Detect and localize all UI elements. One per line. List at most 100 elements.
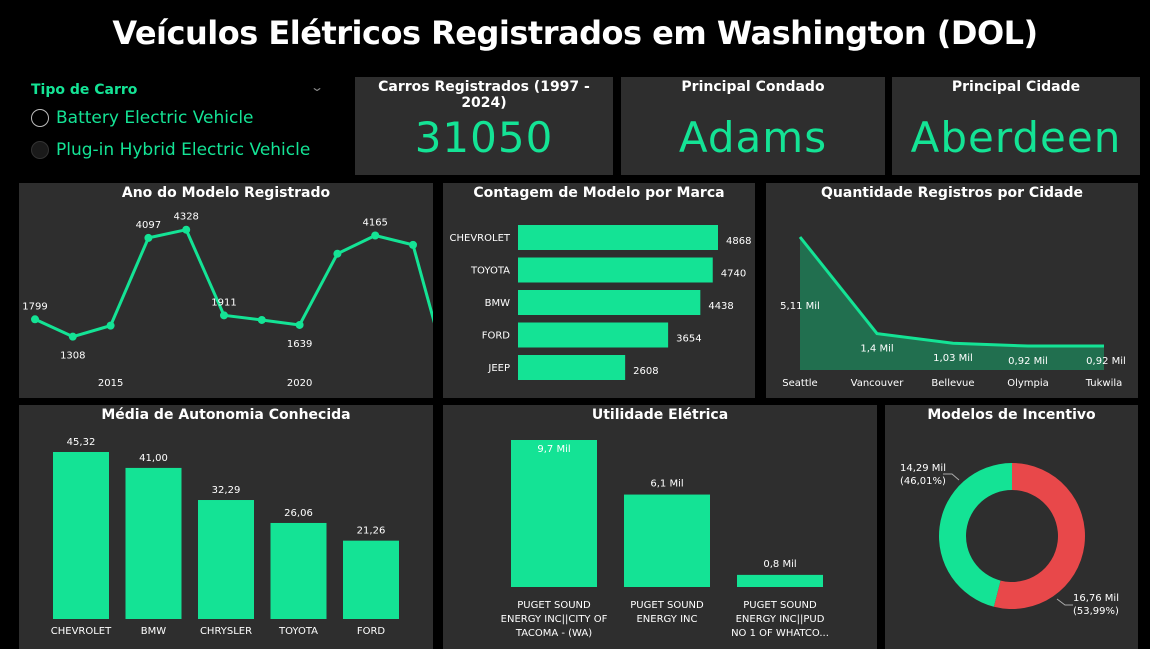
bar	[198, 500, 254, 619]
data-label: 1911	[211, 297, 236, 308]
bar-chart-autonomy: 45,32 CHEVROLET 41,00 BMW 32,29 CHRYSLER 26,06…	[51, 437, 399, 637]
data-label: 16,76 Mil	[1073, 593, 1119, 604]
kpi-value: 31050	[414, 113, 554, 162]
leader-line	[1056, 598, 1073, 606]
data-label: 14,29 Mil	[900, 463, 946, 474]
category-label: PUGET SOUND	[743, 600, 817, 611]
data-label: 0,92 Mil	[1086, 356, 1126, 367]
area-fill	[800, 237, 1104, 370]
data-label: (53,99%)	[1073, 606, 1119, 617]
area-chart-city: 5,11 Mil Seattle 1,4 Mil Vancouver 1,03 Mil B…	[780, 236, 1126, 389]
data-point	[295, 320, 304, 329]
x-tick-label: Vancouver	[851, 378, 905, 389]
bar	[125, 467, 182, 619]
donut-chart-incentive: 14,29 Mil (46,01%) 16,76 Mil (53,99%)	[900, 463, 1119, 617]
data-label: 1308	[60, 351, 85, 362]
chevron-down-icon[interactable]: ⌄	[309, 80, 325, 94]
bar	[737, 574, 823, 587]
data-point	[182, 225, 191, 234]
bar	[343, 540, 399, 619]
data-label: 21,26	[357, 526, 386, 537]
bar	[518, 257, 713, 283]
kpi-value: Adams	[678, 113, 828, 162]
bar	[518, 225, 718, 250]
kpi-card-city[interactable]: Principal Cidade Aberdeen	[892, 77, 1140, 175]
data-point	[106, 321, 115, 330]
panel-brand[interactable]: Contagem de Modelo por Marca CHEVROLET 48…	[443, 183, 755, 398]
data-label: 2608	[633, 366, 658, 377]
category-label: ENERGY INC||CITY OF	[501, 614, 608, 625]
chart-title: Ano do Modelo Registrado	[121, 185, 331, 201]
chart-title: Modelos de Incentivo	[927, 407, 1096, 423]
radio-icon[interactable]	[31, 109, 49, 127]
data-label: 1,4 Mil	[860, 344, 893, 355]
data-label: 41,00	[139, 453, 168, 464]
slicer-option-phev[interactable]: Plug-in Hybrid Electric Vehicle	[31, 140, 310, 160]
donut-slice	[939, 463, 1012, 607]
slicer-title: Tipo de Carro	[31, 82, 138, 98]
data-label: 26,06	[284, 508, 313, 519]
bar	[518, 290, 701, 315]
category-label: CHEVROLET	[51, 626, 112, 637]
data-label: 4438	[708, 301, 733, 312]
data-label: 3654	[676, 334, 701, 345]
radio-icon[interactable]	[31, 141, 49, 159]
data-label: 6,1 Mil	[650, 479, 683, 490]
category-label: ENERGY INC||PUD	[736, 614, 825, 625]
chart-title: Quantidade Registros por Cidade	[821, 185, 1083, 201]
x-tick-label: Tukwila	[1085, 378, 1123, 389]
category-label: BMW	[485, 298, 510, 309]
data-label: 4740	[721, 269, 746, 280]
data-label: (46,01%)	[900, 476, 946, 487]
kpi-card-registered[interactable]: Carros Registrados (1997 - 2024) 31050	[355, 77, 613, 175]
data-point	[333, 249, 342, 258]
slicer-option-label: Battery Electric Vehicle	[56, 108, 254, 128]
bar	[518, 322, 669, 348]
data-label: 4165	[362, 217, 387, 228]
panel-model-year[interactable]: Ano do Modelo Registrado 1799 1308 4097 432…	[19, 183, 433, 398]
data-point	[31, 315, 39, 324]
data-label: 4868	[726, 236, 751, 247]
chart-title: Contagem de Modelo por Marca	[473, 185, 725, 201]
data-label: 4097	[136, 220, 161, 231]
category-label: CHRYSLER	[200, 626, 252, 637]
bar-chart-brand: CHEVROLET 4868 TOYOTA 4740 BMW 4438 FORD 3654 JE…	[450, 225, 751, 380]
data-label: 32,29	[212, 485, 241, 496]
x-tick-label: Seattle	[782, 378, 817, 389]
category-label: TOYOTA	[470, 266, 510, 277]
bar	[511, 440, 597, 587]
data-label: 1639	[287, 339, 312, 350]
kpi-card-county[interactable]: Principal Condado Adams	[621, 77, 885, 175]
data-point	[220, 311, 228, 320]
bar	[53, 452, 109, 619]
panel-incentive[interactable]: Modelos de Incentivo 14,29 Mil (46,01%) 16…	[885, 405, 1138, 649]
data-label: 0,8 Mil	[763, 559, 796, 570]
x-tick-label: Olympia	[1007, 378, 1049, 389]
data-point	[68, 332, 77, 341]
kpi-label: Principal Cidade	[951, 79, 1081, 95]
bar	[624, 494, 710, 587]
panel-autonomy[interactable]: Média de Autonomia Conhecida 45,32 CHEVRO…	[19, 405, 433, 649]
data-point	[144, 233, 153, 242]
data-label: 5,11 Mil	[780, 301, 820, 312]
x-tick-label: Bellevue	[931, 378, 974, 389]
data-label: 4328	[173, 212, 198, 223]
x-tick-label: 2015	[98, 378, 123, 389]
category-label: PUGET SOUND	[517, 600, 591, 611]
kpi-value: Aberdeen	[910, 113, 1122, 162]
category-label: JEEP	[487, 363, 510, 374]
kpi-label: Principal Condado	[681, 79, 825, 95]
line-series	[34, 228, 433, 339]
data-point	[409, 240, 417, 249]
panel-utility[interactable]: Utilidade Elétrica 9,7 Mil PUGET SOUND ENE…	[443, 405, 877, 649]
panel-city[interactable]: Quantidade Registros por Cidade 5,11 Mil…	[766, 183, 1138, 398]
bar	[518, 355, 626, 380]
line-series	[798, 236, 1104, 348]
line-chart-model-year: 17991308409743281911163941651520152020	[22, 212, 433, 389]
x-tick-label: 2020	[287, 378, 312, 389]
category-label: TACOMA - (WA)	[515, 628, 592, 639]
bar	[270, 522, 327, 619]
category-label: FORD	[482, 331, 511, 342]
data-label: 9,7 Mil	[537, 444, 570, 455]
slicer-option-bev[interactable]: Battery Electric Vehicle	[31, 108, 254, 128]
